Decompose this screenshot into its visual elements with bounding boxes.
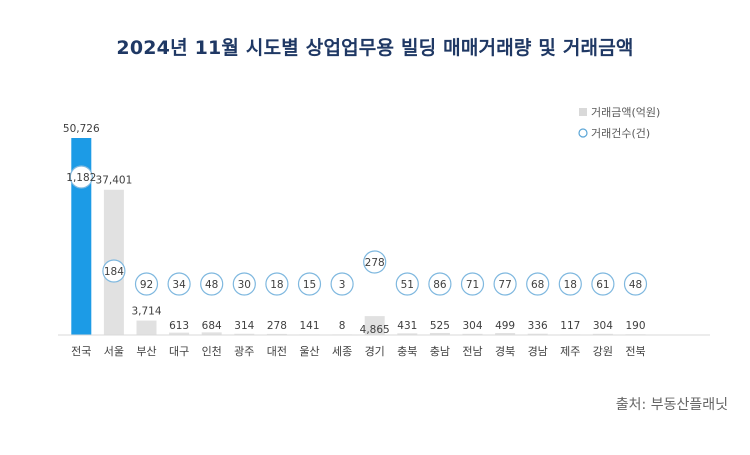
bar-value-label-2: 37,401 — [96, 175, 133, 187]
count-value-label-5: 48 — [205, 279, 218, 291]
count-value-label-6: 30 — [238, 279, 251, 291]
bar-value-label-6: 314 — [234, 320, 254, 332]
bar-14 — [495, 333, 516, 335]
bar-value-label-15: 336 — [528, 320, 548, 332]
count-point-6 — [232, 272, 256, 296]
count-point-5 — [200, 272, 224, 296]
x-tick-label-12: 충남 — [430, 345, 450, 358]
count-value-label-1: 1,182 — [66, 172, 96, 184]
source-note: 출처: 부동산플래닛 — [615, 397, 728, 413]
bar-3 — [136, 320, 157, 335]
count-point-1 — [69, 165, 93, 189]
count-point-16 — [558, 272, 582, 296]
bar-value-label-4: 613 — [169, 320, 189, 332]
count-value-label-12: 86 — [433, 279, 447, 291]
count-value-label-9: 3 — [339, 279, 346, 291]
legend-label-count: 거래건수(건) — [591, 127, 650, 140]
bar-value-label-1: 50,726 — [63, 123, 100, 135]
bar-value-label-7: 278 — [267, 320, 287, 332]
count-value-label-17: 61 — [596, 279, 609, 291]
bar-5 — [201, 332, 222, 335]
x-tick-label-4: 대구 — [169, 345, 189, 358]
count-value-label-3: 92 — [140, 279, 153, 291]
legend: 거래금액(억원) 거래건수(건) — [578, 106, 660, 140]
x-tick-label-16: 제주 — [560, 345, 580, 358]
count-value-label-7: 18 — [270, 279, 283, 291]
count-point-10 — [363, 250, 387, 274]
x-tick-label-11: 충북 — [397, 345, 417, 358]
count-value-label-8: 15 — [303, 279, 316, 291]
count-point-3 — [134, 272, 159, 296]
bar-17 — [592, 333, 613, 335]
x-tick-label-14: 경북 — [495, 345, 515, 358]
bar-15 — [527, 333, 548, 335]
count-point-7 — [265, 272, 289, 296]
bar-value-label-16: 117 — [560, 320, 580, 332]
x-tick-label-6: 광주 — [234, 345, 254, 358]
x-tick-label-15: 경남 — [528, 345, 548, 358]
count-value-label-11: 51 — [401, 279, 414, 291]
bar-value-label-10: 4,865 — [360, 324, 390, 336]
bar-7 — [266, 333, 287, 335]
count-value-label-16: 18 — [564, 279, 577, 291]
x-tick-label-1: 전국 — [71, 345, 91, 358]
bar-value-label-18: 190 — [625, 320, 645, 332]
count-value-label-15: 68 — [531, 279, 544, 291]
x-tick-label-2: 서울 — [104, 345, 124, 358]
count-point-13 — [460, 272, 485, 296]
count-value-label-13: 71 — [466, 279, 479, 291]
bar-value-label-3: 3,714 — [131, 306, 161, 318]
count-series: 1,182 184 92 34 48 30 18 15 3 278 51 86 71 77 68 18 61 48 — [66, 165, 648, 296]
bar-value-label-14: 499 — [495, 320, 515, 332]
bar-4 — [169, 332, 190, 335]
count-point-8 — [297, 272, 322, 296]
bar-10 — [364, 316, 385, 335]
count-point-11 — [395, 272, 419, 296]
count-point-2 — [102, 259, 126, 283]
legend-label-amount: 거래금액(억원) — [591, 106, 660, 119]
count-point-18 — [623, 272, 648, 296]
plot-background — [58, 88, 710, 343]
x-tick-label-17: 강원 — [593, 345, 613, 358]
count-point-9 — [330, 272, 354, 296]
x-tick-label-13: 전남 — [462, 345, 482, 358]
x-tick-label-7: 대전 — [267, 345, 287, 358]
count-point-15 — [526, 272, 550, 296]
bar-value-label-9: 8 — [339, 320, 346, 332]
bar-12 — [429, 332, 450, 335]
legend-swatch-count — [578, 128, 588, 138]
count-value-label-18: 48 — [629, 279, 642, 291]
count-point-14 — [493, 272, 517, 296]
x-axis-tick-labels: 전국 서울 부산 대구 인천 광주 대전 울산 세종 경기 충북 충남 전남 경북 경남 제주 강원 전북 — [71, 344, 645, 358]
chart-title: 2024년 11월 시도별 상업업무용 빌딩 매매거래량 및 거래금액 — [116, 37, 634, 59]
count-point-4 — [167, 272, 191, 296]
count-value-label-2: 184 — [104, 266, 124, 278]
bar-11 — [397, 333, 418, 335]
bar-value-label-8: 141 — [299, 320, 319, 332]
x-tick-label-3: 부산 — [136, 345, 156, 358]
x-tick-label-5: 인천 — [202, 344, 222, 358]
bar-6 — [234, 333, 255, 335]
count-value-label-10: 278 — [365, 257, 385, 269]
bar-value-label-11: 431 — [397, 320, 417, 332]
count-value-label-14: 77 — [498, 279, 511, 291]
bar-value-label-13: 304 — [462, 320, 482, 332]
x-tick-label-8: 울산 — [299, 345, 319, 358]
count-point-17 — [591, 272, 615, 296]
bar-value-label-12: 525 — [430, 320, 450, 332]
bar-13 — [462, 333, 483, 335]
bar-value-label-17: 304 — [593, 320, 613, 332]
bar-value-label-5: 684 — [202, 320, 222, 332]
x-tick-label-18: 전북 — [625, 345, 645, 358]
legend-swatch-amount — [579, 108, 587, 116]
x-tick-label-9: 세종 — [332, 345, 352, 358]
count-point-12 — [428, 272, 452, 296]
x-tick-label-10: 경기 — [365, 345, 385, 358]
count-value-label-4: 34 — [172, 279, 186, 291]
